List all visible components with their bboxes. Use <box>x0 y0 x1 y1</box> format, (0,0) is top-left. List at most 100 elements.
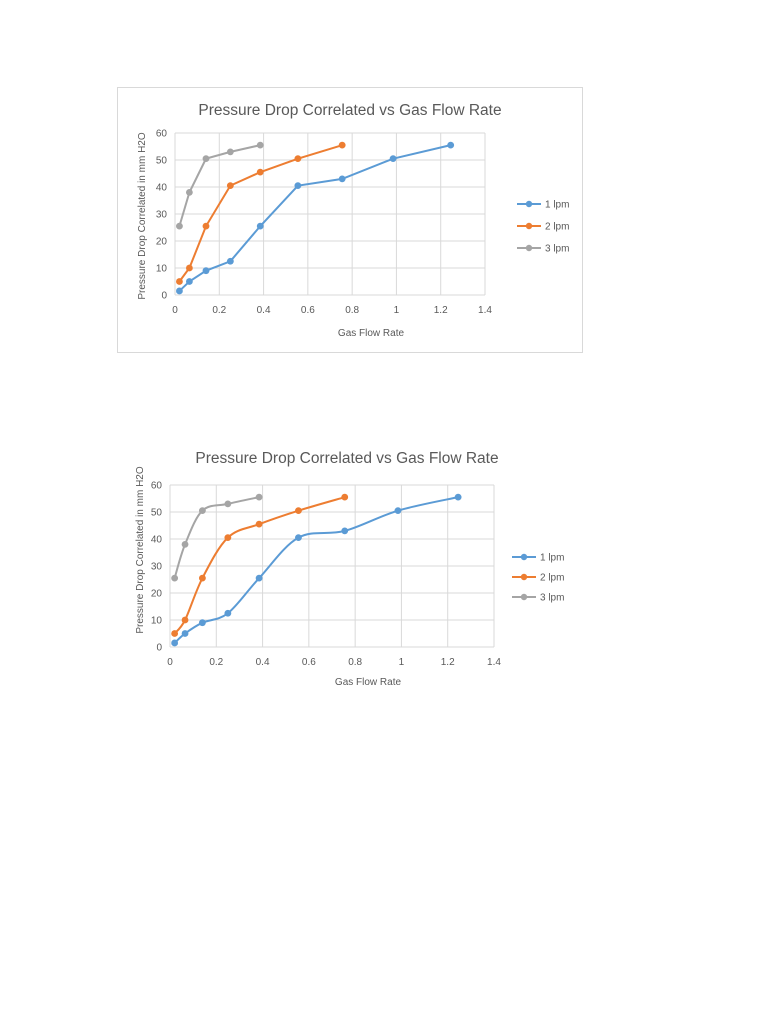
data-point <box>226 257 234 265</box>
y-tick-label: 50 <box>151 508 163 519</box>
x-tick-label: 1.4 <box>478 305 492 316</box>
data-point <box>341 527 349 535</box>
legend-item: 2 lpm <box>512 573 564 584</box>
series-1-lpm <box>176 141 455 295</box>
series-line <box>173 496 459 644</box>
x-tick-label: 0.8 <box>348 657 362 668</box>
data-point <box>199 507 206 515</box>
gridlines <box>174 132 486 296</box>
x-tick-label: 1.2 <box>441 657 455 668</box>
data-point <box>171 639 179 647</box>
data-point <box>176 222 183 230</box>
legend-item: 1 lpm <box>512 553 564 564</box>
series-line <box>173 496 346 635</box>
data-point <box>394 507 402 515</box>
chart-1-svg: Pressure Drop Correlated vs Gas Flow Rat… <box>137 102 569 339</box>
legend-item: 3 lpm <box>517 244 569 255</box>
chart-title: Pressure Drop Correlated vs Gas Flow Rat… <box>198 102 501 119</box>
x-tick-label: 0.4 <box>257 305 271 316</box>
y-axis-label: Pressure Drop Correlated in mm H2O <box>137 132 148 299</box>
y-tick-label: 50 <box>156 156 168 167</box>
x-tick-label: 0.6 <box>301 305 315 316</box>
data-point <box>224 500 232 508</box>
series-line <box>178 144 451 292</box>
legend-swatch-marker <box>525 200 533 208</box>
legend-label: 3 lpm <box>545 244 569 255</box>
legend-swatch-marker <box>520 593 528 601</box>
x-tick-label: 0.2 <box>212 305 226 316</box>
data-point <box>185 264 193 272</box>
data-point <box>255 493 263 501</box>
data-point <box>255 520 263 528</box>
y-tick-label: 30 <box>156 210 168 221</box>
y-axis-label: Pressure Drop Correlated in mm H2O <box>135 466 146 633</box>
data-point <box>199 574 206 582</box>
legend-swatch-marker <box>525 222 533 230</box>
data-point <box>295 507 302 515</box>
data-point <box>199 619 206 627</box>
legend-label: 3 lpm <box>540 593 564 604</box>
data-point <box>256 168 264 176</box>
axis-ticks: 0 10 20 30 40 50 60 0 0.2 0.4 0.6 0.8 1 1.2 1.4 <box>151 481 502 669</box>
data-point <box>294 155 302 163</box>
x-tick-label: 0 <box>167 657 173 668</box>
legend-item: 2 lpm <box>517 222 569 233</box>
y-tick-label: 60 <box>151 481 163 492</box>
chart-2: Pressure Drop Correlated vs Gas Flow Rat… <box>128 442 564 698</box>
data-point <box>256 141 264 149</box>
legend-swatch-marker <box>520 553 528 561</box>
data-point <box>224 609 232 617</box>
chart-1: Pressure Drop Correlated vs Gas Flow Rat… <box>117 87 583 353</box>
series-1-lpm <box>171 493 462 647</box>
data-point <box>202 222 210 230</box>
series-2-lpm <box>171 493 349 637</box>
legend-swatch-marker <box>520 573 528 581</box>
legend-item: 1 lpm <box>517 200 569 211</box>
data-point <box>454 493 462 501</box>
x-tick-label: 0 <box>172 305 178 316</box>
data-point <box>181 541 189 548</box>
legend-label: 1 lpm <box>545 200 569 211</box>
data-point <box>389 155 397 163</box>
data-point <box>185 278 193 285</box>
x-tick-label: 1.2 <box>434 305 448 316</box>
y-tick-label: 0 <box>156 643 162 654</box>
series-2-lpm <box>176 141 346 285</box>
legend-label: 2 lpm <box>540 573 564 584</box>
axis-ticks: 0 10 20 30 40 50 60 0 0.2 0.4 0.6 0.8 1 1.2 1.4 <box>156 129 493 317</box>
data-point <box>181 616 189 624</box>
data-point <box>176 278 183 285</box>
y-tick-label: 20 <box>151 589 163 600</box>
y-tick-label: 40 <box>156 183 168 194</box>
chart-2-svg: Pressure Drop Correlated vs Gas Flow Rat… <box>135 450 564 688</box>
data-point <box>255 574 263 582</box>
data-point <box>341 493 349 501</box>
data-point <box>294 182 302 190</box>
x-axis-label: Gas Flow Rate <box>338 328 405 339</box>
y-tick-label: 0 <box>161 291 167 302</box>
y-tick-label: 20 <box>156 237 168 248</box>
data-point <box>447 141 455 149</box>
x-tick-label: 0.2 <box>209 657 223 668</box>
legend-label: 2 lpm <box>545 222 569 233</box>
data-point <box>224 534 232 542</box>
x-tick-label: 1.4 <box>487 657 501 668</box>
data-point <box>202 267 210 275</box>
data-point <box>338 141 346 149</box>
series-line <box>178 144 343 283</box>
data-point <box>181 630 189 637</box>
x-tick-label: 0.6 <box>302 657 316 668</box>
y-tick-label: 10 <box>156 264 168 275</box>
x-tick-label: 0.8 <box>345 305 359 316</box>
data-point <box>338 175 346 183</box>
legend-swatch-marker <box>525 244 533 252</box>
y-tick-label: 10 <box>151 616 163 627</box>
x-tick-label: 0.4 <box>256 657 270 668</box>
x-tick-label: 1 <box>394 305 400 316</box>
y-tick-label: 30 <box>151 562 163 573</box>
data-point <box>226 182 234 190</box>
legend-item: 3 lpm <box>512 593 564 604</box>
x-axis-label: Gas Flow Rate <box>335 677 402 688</box>
data-point <box>256 222 264 230</box>
data-point <box>176 287 183 295</box>
